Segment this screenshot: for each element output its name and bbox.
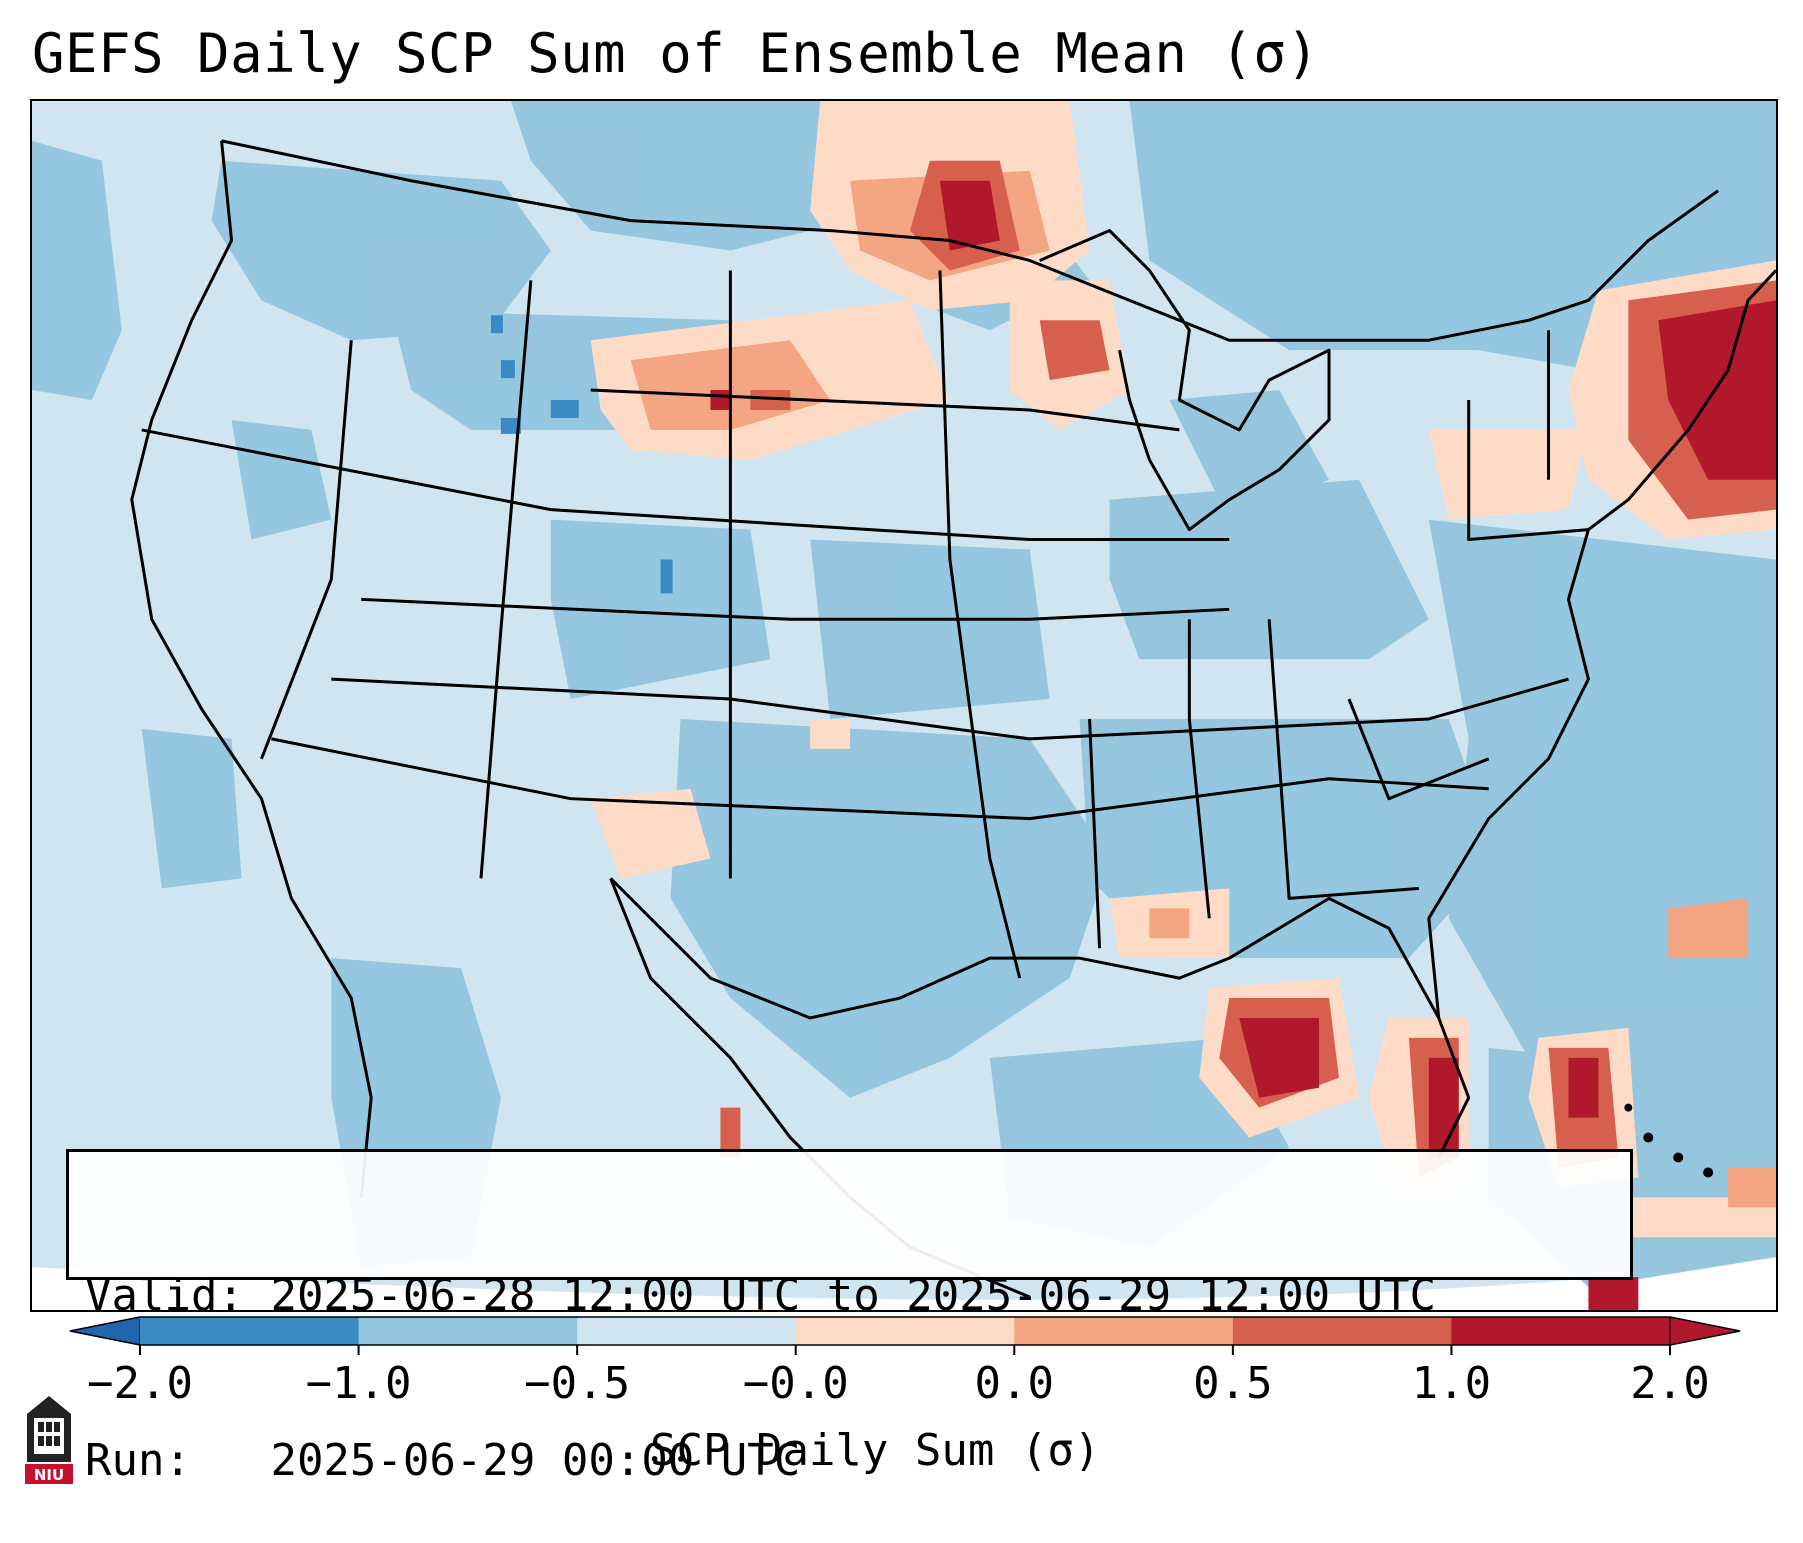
state-line-8	[938, 270, 1022, 979]
valid-value: 2025-06-28 12:00 UTC to 2025-06-29 12:00…	[270, 1270, 1437, 1321]
canada-border	[221, 139, 1720, 342]
logo-text: NIU	[34, 1466, 64, 1484]
state-line-5	[260, 340, 353, 760]
state-line-9	[1187, 619, 1211, 919]
chart-title: GEFS Daily SCP Sum of Ensemble Mean (σ)	[32, 22, 1320, 85]
valid-label: Valid:	[85, 1270, 244, 1321]
colorbar-svg	[69, 1316, 1741, 1355]
colorbar-segment	[795, 1317, 1015, 1345]
colorbar-under-arrow	[69, 1316, 141, 1346]
colorbar-tick-label: 0.5	[1193, 1358, 1273, 1409]
run-label: Run:	[85, 1435, 191, 1486]
islands	[1624, 1103, 1714, 1178]
great-lakes	[1039, 229, 1331, 532]
state-line-6	[479, 280, 533, 879]
boundaries	[130, 139, 1776, 1299]
colorbar-segment	[1232, 1317, 1452, 1345]
colorbar-segment	[140, 1317, 360, 1345]
colorbar-tick-label: −0.0	[742, 1358, 849, 1409]
valid-row: Valid: 2025-06-28 12:00 UTC to 2025-06-2…	[85, 1268, 1630, 1323]
west-coast	[130, 140, 373, 1198]
colorbar-tick-label: −1.0	[305, 1358, 412, 1409]
run-value: 2025-06-29 00:00 UTC	[270, 1435, 801, 1486]
colorbar-tick-label: 2.0	[1630, 1358, 1710, 1409]
colorbar-segment	[1014, 1317, 1234, 1345]
state-line-12	[1347, 698, 1490, 801]
east-coast	[1427, 269, 1776, 1019]
colorbar-segment	[358, 1317, 578, 1345]
valid-time-box: Valid: 2025-06-28 12:00 UTC to 2025-06-2…	[66, 1149, 1633, 1486]
map-panel	[30, 99, 1778, 1312]
positive-anomaly-regions	[590, 101, 1776, 1310]
state-line-3	[331, 677, 1569, 741]
state-line-2	[361, 597, 1230, 621]
state-line-10	[1088, 718, 1102, 949]
map-canvas	[32, 101, 1776, 1310]
colorbar	[69, 1316, 1741, 1355]
state-line-15	[590, 388, 1180, 432]
colorbar-tick-label: 1.0	[1411, 1358, 1492, 1409]
niu-logo: NIU	[25, 1396, 73, 1484]
strong-negative-cells	[490, 315, 673, 594]
state-line-13	[1467, 400, 1589, 542]
state-line-11	[1267, 619, 1419, 900]
colorbar-tick-label: −0.5	[524, 1358, 631, 1409]
run-row: Run: 2025-06-29 00:00 UTC	[85, 1433, 1630, 1488]
state-line-1	[141, 428, 1230, 542]
colorbar-tick-label: 0.0	[974, 1358, 1055, 1409]
colorbar-segment	[577, 1317, 797, 1345]
colorbar-tick-label: −2.0	[87, 1358, 193, 1409]
colorbar-segment	[1451, 1317, 1671, 1345]
colorbar-over-arrow	[1669, 1316, 1741, 1346]
colorbar-label: SCP Daily Sum (σ)	[650, 1425, 1101, 1476]
